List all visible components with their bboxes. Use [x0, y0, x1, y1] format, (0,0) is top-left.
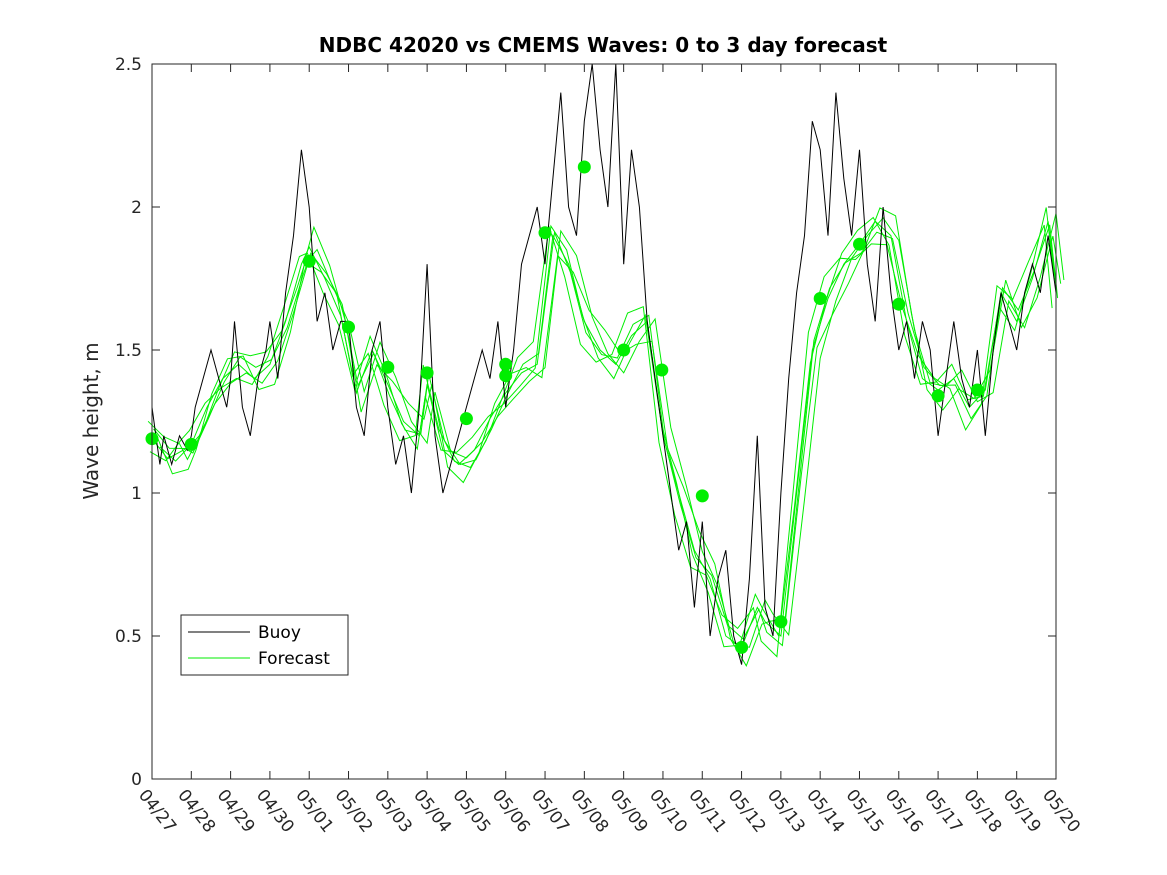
x-tick-label: 05/17 — [920, 786, 966, 837]
x-tick-label: 05/01 — [291, 786, 337, 837]
forecast-point — [184, 437, 198, 451]
x-tick-label: 05/13 — [763, 786, 809, 837]
x-tick-label: 05/08 — [566, 786, 612, 837]
x-tick-label: 05/03 — [370, 786, 416, 837]
forecast-point — [381, 360, 395, 374]
y-tick-label: 2.5 — [115, 55, 142, 75]
forecast-point — [931, 389, 945, 403]
x-tick-label: 05/06 — [488, 786, 534, 837]
y-tick-label: 2 — [131, 198, 142, 218]
x-tick-label: 05/02 — [331, 786, 377, 837]
x-tick-label: 05/09 — [606, 786, 652, 837]
x-tick-label: 05/16 — [881, 786, 927, 837]
forecast-point — [342, 320, 355, 334]
forecast-point — [892, 297, 906, 311]
forecast-point — [655, 363, 669, 377]
x-tick-label: 04/27 — [134, 786, 180, 837]
legend-box — [180, 614, 349, 676]
forecast-points — [145, 160, 984, 654]
x-tick-label: 05/12 — [724, 786, 770, 837]
forecast-point — [538, 226, 552, 240]
x-tick-label: 05/20 — [1038, 786, 1084, 837]
x-tick-label: 04/30 — [252, 786, 298, 837]
forecast-point — [459, 412, 473, 426]
x-tick-label: 05/10 — [645, 786, 691, 837]
x-tick-label: 05/14 — [802, 786, 848, 837]
x-tick-label: 05/19 — [999, 786, 1045, 837]
forecast-line — [149, 207, 1055, 648]
forecast-point — [970, 383, 984, 397]
forecast-point — [735, 640, 749, 654]
forecast-point — [853, 237, 866, 251]
forecast-point — [577, 160, 591, 174]
chart-title: NDBC 42020 vs CMEMS Waves: 0 to 3 day fo… — [319, 33, 888, 57]
buoy-line-group — [151, 63, 1057, 665]
forecast-point — [302, 254, 316, 268]
forecast-point — [617, 343, 631, 357]
y-tick-label: 1 — [131, 484, 142, 504]
buoy-line — [151, 63, 1057, 665]
forecast-point — [499, 369, 513, 383]
x-tick-label: 05/04 — [409, 786, 455, 837]
y-tick-label: 0 — [131, 770, 142, 790]
forecast-point — [813, 292, 827, 305]
forecast-point — [774, 615, 788, 629]
y-axis-label: Wave height, m — [79, 342, 103, 499]
legend-forecast-label: Forecast — [258, 649, 330, 669]
forecast-line — [153, 224, 1059, 647]
x-tick-label: 04/29 — [213, 786, 259, 837]
y-tick-label: 1.5 — [115, 341, 142, 361]
x-tick-label: 05/11 — [684, 786, 730, 837]
x-tick-label: 05/07 — [527, 786, 573, 837]
x-tick-label: 05/18 — [959, 786, 1005, 837]
x-tick-label: 05/15 — [842, 786, 888, 837]
legend-buoy-label: Buoy — [258, 623, 301, 643]
y-tick-label: 0.5 — [115, 627, 142, 647]
x-tick-label: 04/28 — [173, 786, 219, 837]
legend: Buoy Forecast — [180, 614, 349, 676]
forecast-point — [695, 489, 709, 503]
forecast-point — [499, 357, 513, 371]
plot-frame — [151, 63, 1057, 780]
x-tick-label: 05/05 — [448, 786, 494, 837]
forecast-point — [420, 366, 434, 380]
